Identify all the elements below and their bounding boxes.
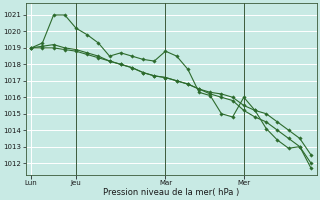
X-axis label: Pression niveau de la mer( hPa ): Pression niveau de la mer( hPa ) (103, 188, 239, 197)
